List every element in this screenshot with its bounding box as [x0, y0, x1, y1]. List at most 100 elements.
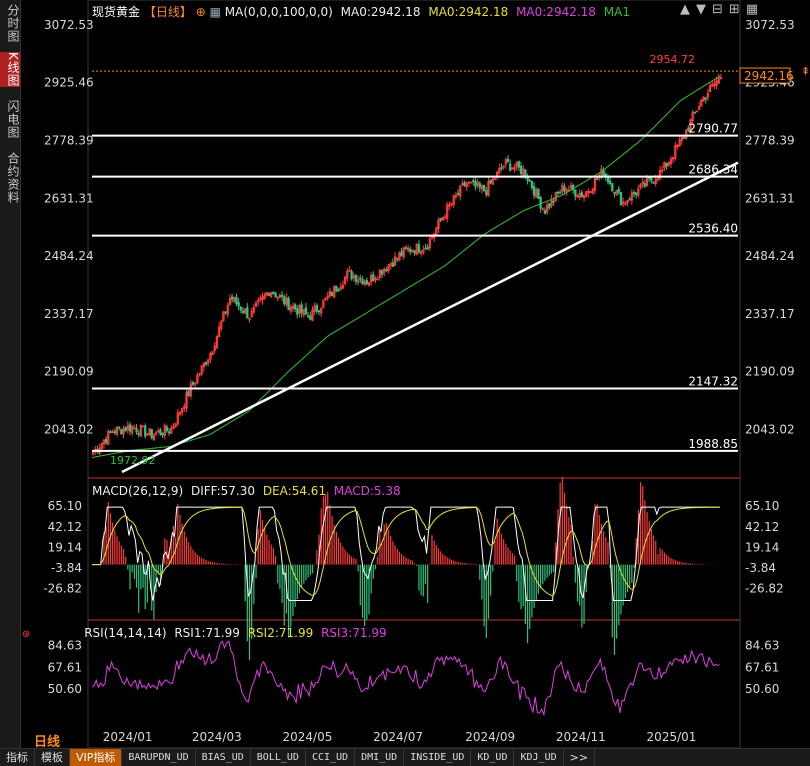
candle-body: [239, 306, 242, 311]
candle-body: [163, 425, 166, 436]
level-line-label: 2536.40: [688, 222, 738, 236]
bottom-tab-9[interactable]: KD_UD: [471, 749, 515, 766]
ma-label-b: MA0:2942.18: [428, 5, 509, 19]
bottom-tab-7[interactable]: DMI_UD: [355, 749, 405, 766]
bottom-tab-2[interactable]: VIP指标: [70, 749, 123, 766]
indicator-icon[interactable]: ▦: [209, 5, 221, 19]
sidebar-tab-3[interactable]: 合约资料: [6, 152, 20, 204]
bottom-tab-11[interactable]: >>: [564, 749, 596, 766]
candle-body: [674, 145, 677, 159]
candle-body: [126, 425, 130, 431]
candle-body: [380, 269, 384, 275]
zoom-out-icon[interactable]: ⊟: [712, 2, 729, 17]
candle-body: [365, 279, 368, 285]
candle-body: [454, 194, 458, 198]
bottom-tab-3[interactable]: BARUPDN_UD: [122, 749, 196, 766]
ma1-line: [91, 75, 721, 458]
candle-body: [322, 299, 325, 308]
candle-body: [413, 250, 416, 254]
bottom-tab-10[interactable]: KDJ_UD: [514, 749, 564, 766]
zoom-in-icon[interactable]: ⊞: [728, 2, 746, 17]
candle-body: [489, 179, 492, 184]
candle-body: [102, 439, 106, 445]
candle-body: [658, 169, 662, 179]
candle-body: [430, 236, 434, 239]
candle-body: [111, 431, 114, 434]
crosshair-icon[interactable]: ⊕: [195, 5, 206, 19]
period-tag[interactable]: 【日线】: [143, 5, 192, 19]
candle-body: [517, 161, 521, 168]
candle-body: [359, 277, 362, 280]
main-ytick-right: 2337.17: [745, 307, 795, 321]
candle-body: [133, 427, 136, 430]
candle-body: [691, 112, 694, 122]
candle-body: [209, 352, 212, 360]
rsi-ytick-right: 50.60: [745, 682, 779, 696]
candle-body: [515, 162, 518, 168]
candle-body: [628, 198, 631, 201]
macd-diff-label: DIFF:57.30: [190, 484, 256, 498]
arrow-up-icon[interactable]: ▲: [680, 2, 696, 17]
macd-ytick-left: 65.10: [48, 499, 82, 513]
bottom-tab-5[interactable]: BOLL_UD: [251, 749, 306, 766]
candle-body: [595, 178, 599, 180]
macd-ytick-right: 42.12: [745, 520, 779, 534]
candle-body: [306, 315, 310, 318]
candle-body: [113, 431, 116, 434]
candle-body: [654, 179, 657, 184]
candle-body: [404, 247, 408, 249]
candle-body: [144, 425, 147, 437]
bottom-tab-0[interactable]: 指标: [0, 749, 35, 766]
candle-body: [582, 194, 586, 199]
candle-body: [574, 189, 577, 197]
candle-body: [663, 161, 666, 169]
candle-body: [165, 426, 169, 432]
candle-body: [537, 188, 540, 199]
bottom-tab-6[interactable]: CCI_UD: [306, 749, 356, 766]
candle-body: [580, 192, 584, 198]
main-ytick-left: 2484.24: [44, 249, 94, 263]
candle-body: [535, 188, 538, 198]
candle-body: [137, 433, 140, 435]
candle-body: [328, 290, 332, 297]
rsi-ytick-right: 84.63: [745, 638, 779, 652]
candle-body: [276, 296, 279, 299]
bottom-tab-8[interactable]: INSIDE_UD: [404, 749, 472, 766]
candle-body: [174, 423, 177, 428]
candle-body: [141, 425, 145, 428]
rsi3-label: RSI3:71.99: [321, 626, 387, 640]
main-ytick-left: 2337.17: [44, 307, 94, 321]
settings-icon[interactable]: ⊛: [22, 629, 31, 640]
arrow-down-icon[interactable]: ▼: [696, 2, 712, 17]
macd-macd-label: MACD:5.38: [333, 484, 401, 498]
candle-body: [124, 426, 127, 432]
main-ytick-right: 3072.53: [745, 18, 795, 32]
x-tick-label: 2024/01: [103, 730, 153, 744]
candle-body: [254, 302, 258, 307]
bottom-tab-1[interactable]: 模板: [35, 749, 70, 766]
candle-body: [378, 269, 382, 278]
grid-icon[interactable]: ▦: [745, 2, 765, 17]
candle-body: [632, 192, 636, 195]
candle-body: [532, 186, 536, 196]
macd-ytick-left: 19.14: [48, 540, 82, 554]
period-label[interactable]: 日线: [34, 735, 61, 750]
candle-body: [706, 93, 710, 98]
macd-ytick-right: -3.84: [745, 561, 776, 575]
candle-body: [502, 165, 505, 168]
candle-body: [248, 318, 251, 321]
candle-body: [207, 359, 210, 364]
candle-body: [589, 191, 592, 194]
sidebar-tab-2[interactable]: 闪电图: [6, 100, 20, 139]
candle-body: [576, 195, 579, 198]
candle-body: [202, 362, 206, 368]
ma1-label: MA1: [603, 5, 630, 19]
ma-formula: MA(0,0,0,100,0,0): [224, 5, 333, 19]
candle-body: [215, 335, 219, 349]
bottom-tab-4[interactable]: BIAS_UD: [196, 749, 251, 766]
sidebar-tab-1[interactable]: K线图: [0, 52, 20, 87]
candle-body: [667, 161, 670, 166]
candle-body: [624, 202, 627, 205]
candle-body: [226, 304, 229, 315]
sidebar-tab-0[interactable]: 分时图: [6, 4, 20, 43]
